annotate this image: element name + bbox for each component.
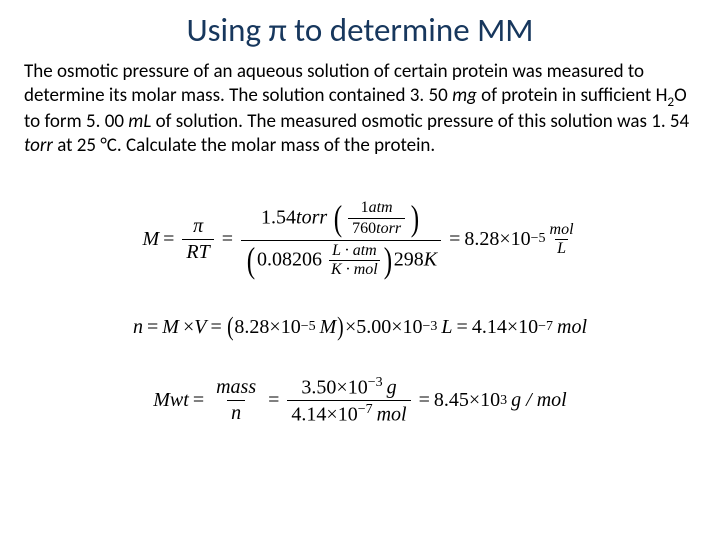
body-mg: mg <box>452 84 477 107</box>
times: × <box>336 376 347 398</box>
n-val: 4.14 <box>291 404 326 426</box>
mass-exp: −3 <box>368 375 383 390</box>
times: × <box>391 316 402 339</box>
res1-den: L <box>555 239 568 258</box>
sym-Mwt: Mwt <box>153 389 189 412</box>
times: × <box>345 316 356 339</box>
pi: π <box>189 215 207 239</box>
body-ml: mL <box>128 110 151 133</box>
RT: RT <box>182 239 213 264</box>
times: × <box>183 316 194 339</box>
R-num: L · atm <box>330 242 379 260</box>
mass-val: 3.50 <box>301 376 336 398</box>
ten: 10 <box>518 316 538 339</box>
sym-M2: M <box>162 316 179 339</box>
eq-sign: = <box>193 389 204 412</box>
eq-sign: = <box>210 316 221 339</box>
body-mid1: of protein in sufficient H <box>477 84 668 107</box>
Mexp: −5 <box>301 319 316 335</box>
res1-exp: −5 <box>531 231 546 247</box>
res2-unit: mol <box>557 316 587 339</box>
eq-sign: = <box>147 316 158 339</box>
torr-unit: torr <box>296 206 327 228</box>
R-val: 0.08206 <box>257 248 322 270</box>
torr-val: 1.54 <box>261 206 296 228</box>
body-torr: torr <box>24 134 53 157</box>
mass-unit: g <box>387 376 397 398</box>
T-unit: K <box>424 248 437 270</box>
sym-V: V <box>194 316 206 339</box>
n-exp: −7 <box>358 402 373 417</box>
slide-title: Using π to determine MM <box>24 10 696 50</box>
ten: 10 <box>480 389 500 412</box>
equations: M = π RT = 1.54torr ( 1atm 760torr ) (0.… <box>24 185 696 449</box>
times: × <box>469 389 480 412</box>
res1-val: 8.28 <box>464 228 499 251</box>
atm-unit: atm <box>369 199 393 216</box>
res2-exp: −7 <box>538 319 553 335</box>
eq-sign: = <box>419 389 430 412</box>
body-mid3: of solution. The measured osmotic pressu… <box>151 110 689 133</box>
eq-molar-mass: Mwt = mass n = 3.50×10−3g 4.14×10−7mol =… <box>153 375 566 427</box>
eq-moles: n = M×V = (8.28×10−5M) × 5.00×10−3L = 4.… <box>133 315 587 338</box>
res3-exp: 3 <box>500 393 507 409</box>
T-val: 298 <box>394 248 424 270</box>
ten: 10 <box>348 376 368 398</box>
times: × <box>507 316 518 339</box>
atm-num: 1 <box>361 199 369 216</box>
ten: 10 <box>338 404 358 426</box>
body-end: at 25 °C. Calculate the molar mass of th… <box>53 134 435 157</box>
Mval: 8.28 <box>234 316 269 339</box>
Munit: M <box>320 316 337 339</box>
torr-den: 760 <box>352 220 376 237</box>
res1-num: mol <box>548 221 576 239</box>
eq-sign: = <box>449 228 460 251</box>
eq-sign: = <box>163 228 174 251</box>
res3-val: 8.45 <box>434 389 469 412</box>
times: × <box>499 228 510 251</box>
Vunit: L <box>441 316 452 339</box>
res3-unit: g / mol <box>511 389 567 412</box>
eq-sign: = <box>268 389 279 412</box>
ten: 10 <box>403 316 423 339</box>
Vval: 5.00 <box>356 316 391 339</box>
problem-text: The osmotic pressure of an aqueous solut… <box>24 60 696 159</box>
eq-molarity: M = π RT = 1.54torr ( 1atm 760torr ) (0.… <box>142 199 577 280</box>
res2-val: 4.14 <box>472 316 507 339</box>
ten: 10 <box>281 316 301 339</box>
n-label: n <box>227 400 245 425</box>
eq-sign: = <box>222 228 233 251</box>
Vexp: −3 <box>423 319 438 335</box>
n-unit: mol <box>377 404 407 426</box>
sym-M: M <box>142 228 159 251</box>
times: × <box>326 404 337 426</box>
sym-n: n <box>133 316 143 339</box>
R-den: K · mol <box>329 260 380 279</box>
eq-sign: = <box>457 316 468 339</box>
mass-label: mass <box>212 376 260 400</box>
torr-den-unit: torr <box>376 220 401 237</box>
ten: 10 <box>511 228 531 251</box>
times: × <box>269 316 280 339</box>
